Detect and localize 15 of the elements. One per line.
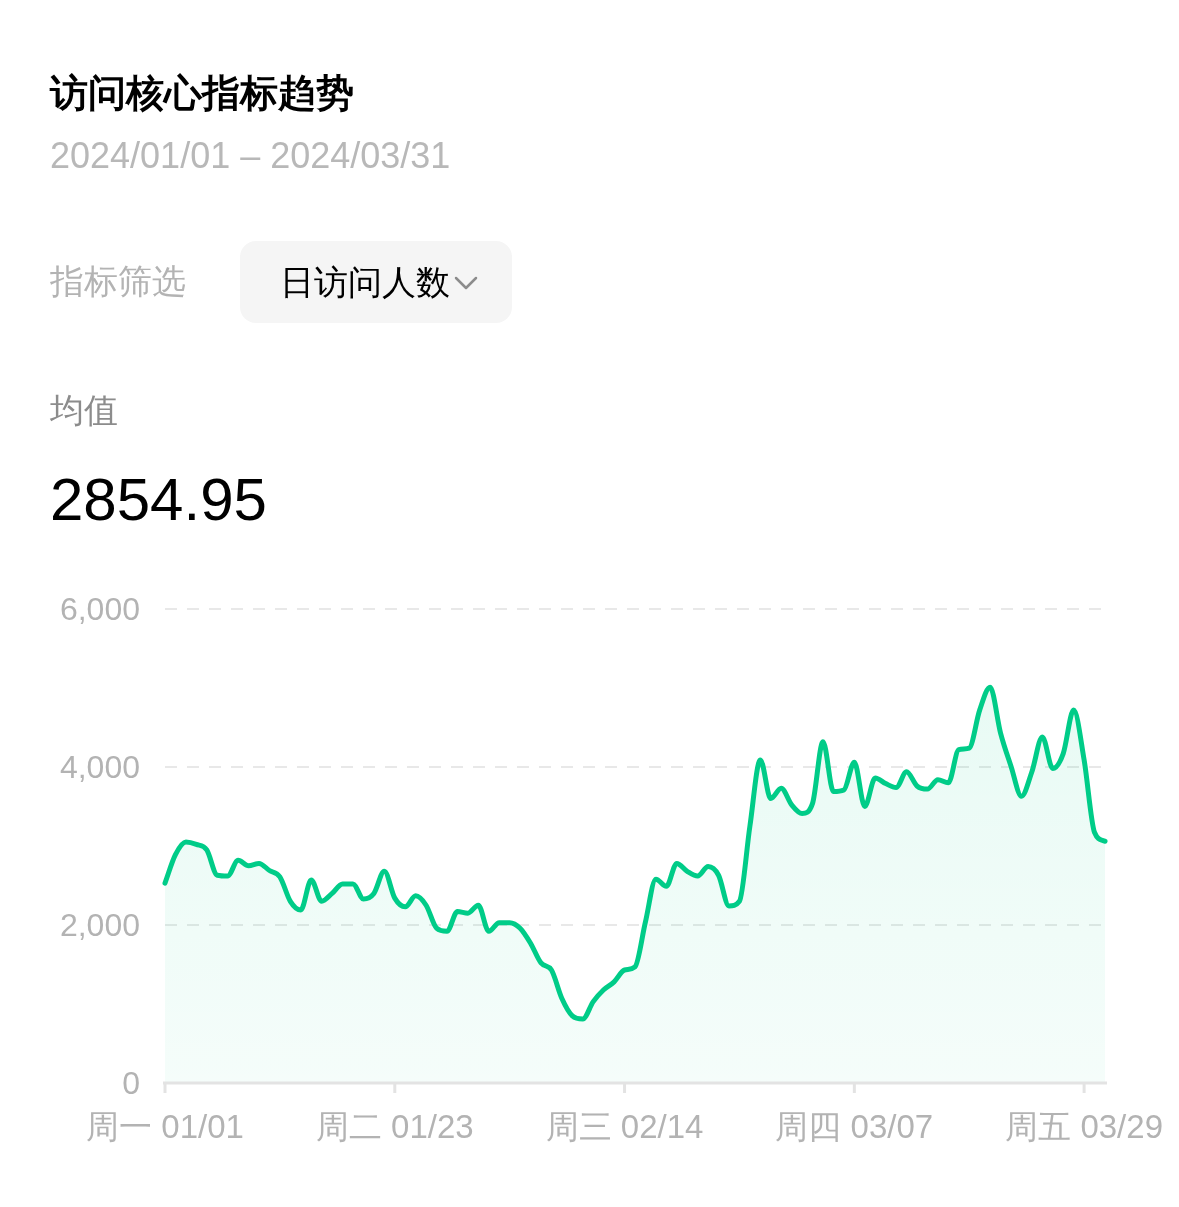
x-tick-label: 周三 02/14	[545, 1108, 704, 1145]
title: 访问核心指标趋势	[50, 72, 354, 114]
y-tick-label: 4,000	[59, 749, 140, 785]
dropdown: 日访问人数	[240, 241, 512, 323]
y-tick-label: 6,000	[59, 591, 140, 627]
subtitle: 2024/01/01 – 2024/03/31	[50, 135, 451, 176]
text: 2854.95	[50, 466, 267, 533]
x-tick-label: 周四 03/07	[775, 1108, 934, 1145]
y-tick-label: 2,000	[59, 907, 140, 943]
text: 均值	[49, 391, 118, 429]
x-tick-label: 周一 01/01	[86, 1108, 244, 1145]
y-tick-label: 0	[122, 1065, 140, 1101]
x-tick-label: 周五 03/29	[1005, 1108, 1163, 1145]
x-tick-label: 周二 01/23	[315, 1108, 474, 1145]
text: 指标筛选	[49, 262, 186, 300]
